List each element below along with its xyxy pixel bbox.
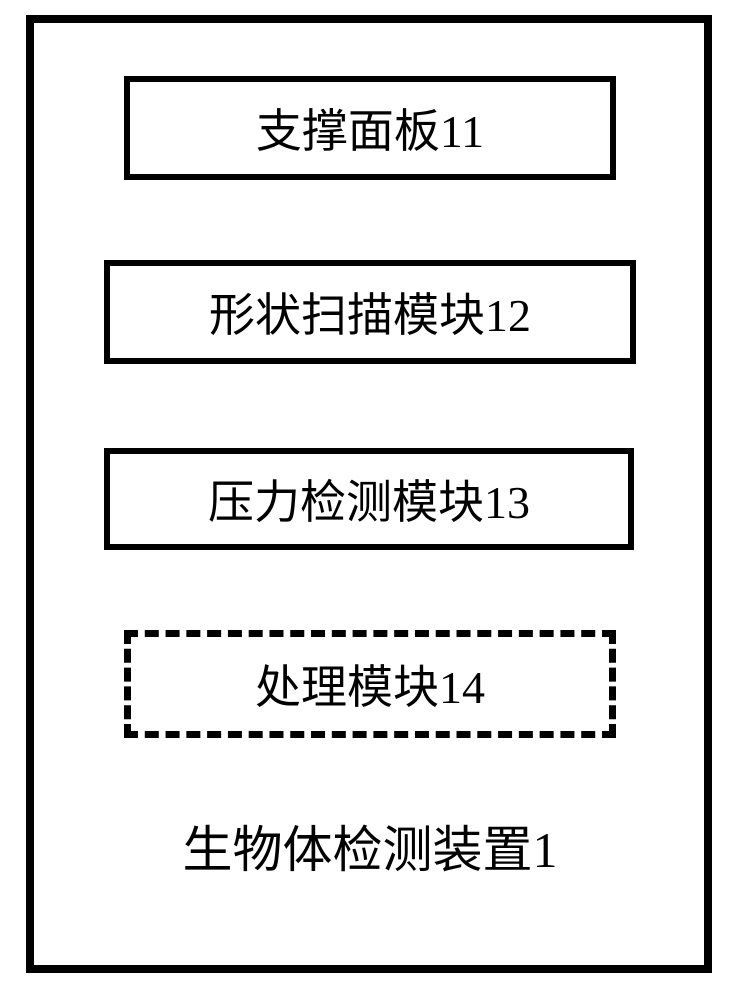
block-label: 压力检测模块13 [208,466,530,532]
block-pressure-detect-module: 压力检测模块13 [104,448,634,550]
block-shape-scan-module: 形状扫描模块12 [104,260,636,364]
block-support-panel: 支撑面板11 [124,76,616,180]
block-label: 形状扫描模块12 [209,279,531,345]
caption-label: 生物体检测装置1 [183,822,558,878]
block-label: 处理模块14 [255,651,485,717]
block-label: 支撑面板11 [256,95,484,161]
diagram-caption: 生物体检测装置1 [147,810,593,870]
block-processing-module: 处理模块14 [124,630,616,738]
